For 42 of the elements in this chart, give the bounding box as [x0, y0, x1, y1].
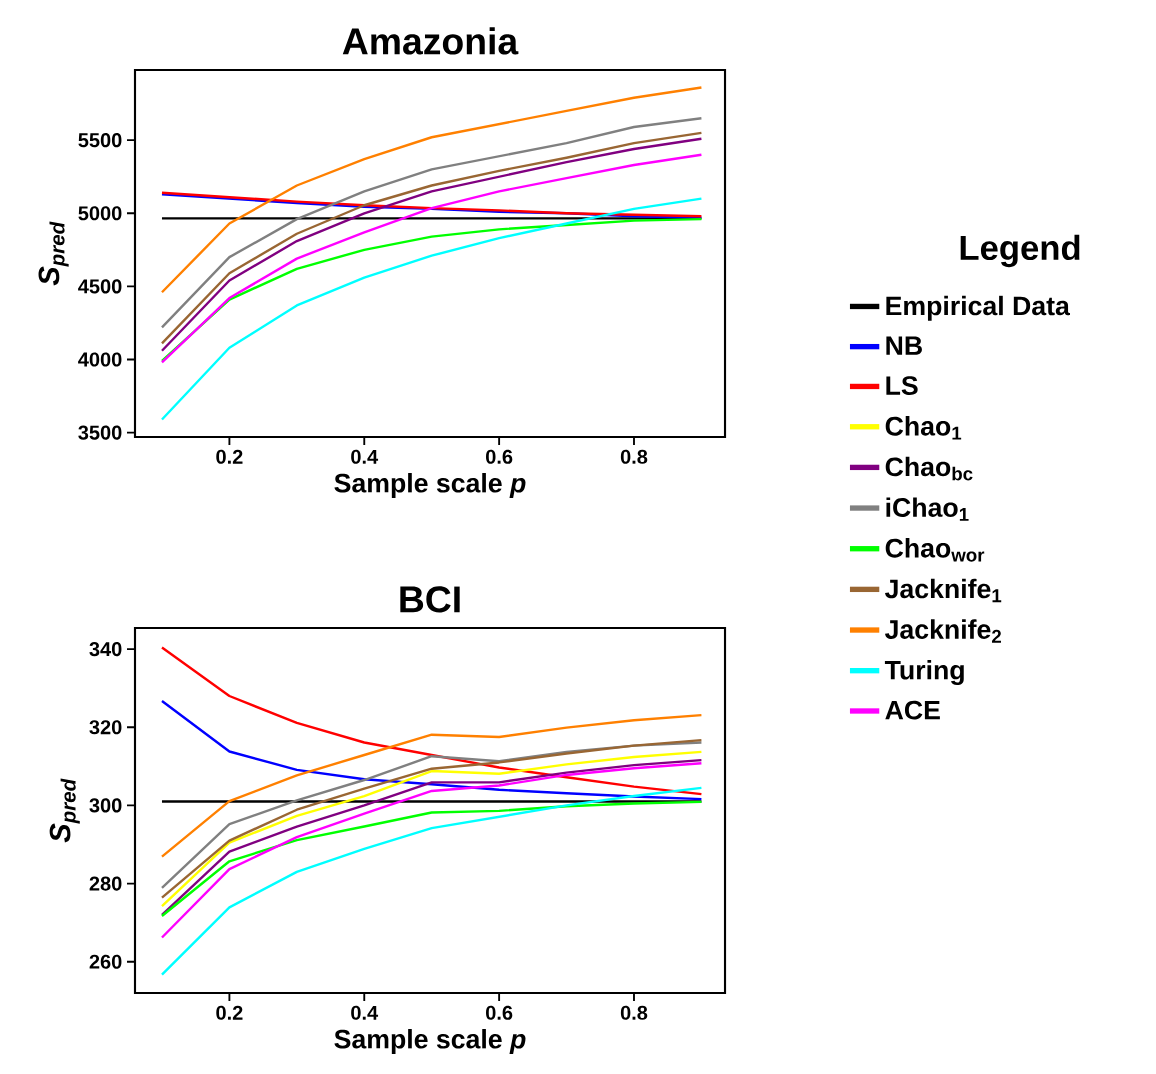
x-tick-label: 0.8 [620, 449, 648, 464]
y-axis-title: S$_{pred}$ [38, 221, 69, 286]
x-tick-label: 0.4 [351, 449, 379, 464]
y-tick-label: 4000 [78, 352, 122, 367]
x-tick-label: 0.6 [486, 449, 513, 464]
line-series [160, 217, 703, 363]
legend-label: Chao$_{wor}$ [885, 538, 985, 562]
line-series [160, 197, 703, 421]
y-axis-title: S$_{pred}$ [49, 778, 80, 843]
y-tick-label: 4500 [78, 279, 122, 294]
y-tick-label: 340 [89, 642, 122, 657]
y-tick-label: 260 [89, 954, 122, 969]
legend-label: Empirical Data [886, 295, 1071, 321]
legend-label: NB [886, 336, 922, 355]
legend-label: ACE [885, 700, 940, 720]
y-tick-label: 5000 [78, 206, 122, 221]
line-series [160, 646, 703, 796]
x-axis-title: Sample scale p [334, 473, 526, 498]
y-tick-label: 3500 [78, 425, 122, 440]
line-series [160, 699, 703, 801]
legend-title: Legend [960, 234, 1080, 268]
legend-label: Chao$_{1}$ [885, 416, 962, 440]
line-series [160, 800, 703, 918]
chart-title: BCI [400, 586, 460, 613]
y-tick-label: 300 [89, 798, 122, 813]
legend-label: Turing [884, 660, 964, 685]
legend-label: LS [886, 376, 918, 395]
x-tick-label: 0.6 [486, 1005, 513, 1020]
y-tick-label: 280 [89, 876, 122, 891]
x-tick-label: 0.8 [620, 1005, 648, 1020]
y-tick-label: 320 [89, 720, 122, 735]
y-tick-label: 5500 [78, 133, 122, 148]
legend-label: Chao$_{bc}$ [885, 456, 973, 481]
x-tick-label: 0.2 [216, 449, 243, 464]
legend-label: Jacknife$_{2}$ [885, 619, 1001, 643]
x-tick-label: 0.2 [216, 1005, 243, 1020]
legend-label: iChao$_{1}$ [886, 497, 969, 521]
line-series [160, 713, 703, 858]
x-tick-label: 0.4 [351, 1005, 379, 1020]
legend-label: Jacknife$_{1}$ [885, 578, 1002, 603]
x-axis-title: Sample scale p [334, 1029, 526, 1054]
chart-title: Amazonia [342, 27, 519, 55]
